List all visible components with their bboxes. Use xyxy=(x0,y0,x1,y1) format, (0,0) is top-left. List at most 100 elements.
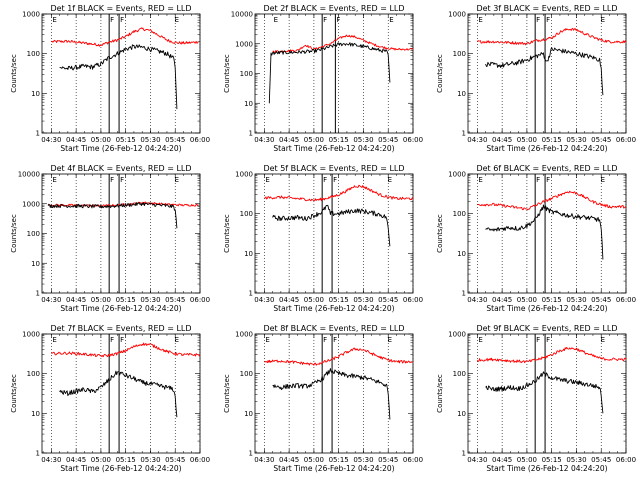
x-tick-label: 05:00 xyxy=(304,456,324,464)
marker-label: F xyxy=(120,176,124,184)
x-tick-label: 05:30 xyxy=(140,456,160,464)
x-tick-label: 04:30 xyxy=(467,456,487,464)
x-tick-label: 05:45 xyxy=(591,136,611,144)
x-tick-label: 05:30 xyxy=(140,296,160,304)
x-tick-label: 04:30 xyxy=(467,296,487,304)
x-tick-label: 05:45 xyxy=(165,136,185,144)
y-tick-label: 100 xyxy=(453,50,466,58)
plot-frame xyxy=(41,333,201,454)
series-black-events xyxy=(47,201,178,229)
x-tick-label: 04:45 xyxy=(279,136,299,144)
x-tick-label: 05:00 xyxy=(517,136,537,144)
marker-label: E xyxy=(601,16,605,24)
series-black-events xyxy=(485,204,604,260)
marker-label: F xyxy=(110,176,114,184)
y-tick-label: 1 xyxy=(462,290,466,298)
marker-label: E xyxy=(478,16,482,24)
marker-label: F xyxy=(536,336,540,344)
y-tick-label: 1 xyxy=(249,130,253,138)
x-tick-label: 06:00 xyxy=(190,136,210,144)
marker-label: E xyxy=(175,16,179,24)
chart-panel-4: Det 4f BLACK = Events, RED = LLD 04:30 04:… xyxy=(10,164,210,313)
marker-label: E xyxy=(52,16,56,24)
x-tick-label: 06:00 xyxy=(190,296,210,304)
x-tick-label: 05:15 xyxy=(329,456,349,464)
y-tick-label: 1 xyxy=(249,450,253,458)
y-tick-label: 100 xyxy=(27,230,40,238)
marker-label: F xyxy=(323,16,327,24)
marker-label: E xyxy=(52,336,56,344)
y-tick-label: 1 xyxy=(36,290,40,298)
marker-label: F xyxy=(536,176,540,184)
plot-frame xyxy=(254,173,414,294)
chart-title: Det 4f BLACK = Events, RED = LLD xyxy=(50,164,191,173)
marker-label: E xyxy=(478,176,482,184)
y-tick-label: 1 xyxy=(462,130,466,138)
marker-label: F xyxy=(333,336,337,344)
series-black-events xyxy=(485,371,604,414)
x-tick-label: 05:00 xyxy=(91,136,111,144)
y-tick-label: 1000 xyxy=(235,171,253,179)
x-tick-label: 05:45 xyxy=(165,296,185,304)
plot-frame xyxy=(41,13,201,134)
series-red-lld xyxy=(51,342,201,358)
marker-label: E xyxy=(478,336,482,344)
x-tick-label: 04:45 xyxy=(66,136,86,144)
x-tick-label: 05:45 xyxy=(591,456,611,464)
marker-label: F xyxy=(336,16,340,24)
y-tick-label: 100 xyxy=(453,210,466,218)
x-tick-label: 05:30 xyxy=(353,456,373,464)
series-red-lld xyxy=(477,346,627,364)
x-tick-label: 05:15 xyxy=(116,296,136,304)
x-tick-label: 04:30 xyxy=(254,136,274,144)
x-tick-label: 05:30 xyxy=(566,296,586,304)
x-tick-label: 05:15 xyxy=(116,136,136,144)
marker-label: F xyxy=(536,16,540,24)
x-axis-label: Start Time (26-Feb-12 04:24:20) xyxy=(486,464,607,473)
x-tick-label: 06:00 xyxy=(616,456,636,464)
x-tick-label: 06:00 xyxy=(616,136,636,144)
x-tick-label: 06:00 xyxy=(403,296,423,304)
marker-label: E xyxy=(265,336,269,344)
y-tick-label: 1000 xyxy=(448,331,466,339)
x-tick-label: 04:30 xyxy=(41,296,61,304)
y-axis-label: Counts/sec xyxy=(10,214,18,253)
marker-label: E xyxy=(389,16,393,24)
x-axis-label: Start Time (26-Feb-12 04:24:20) xyxy=(273,144,394,153)
x-tick-label: 05:15 xyxy=(542,136,562,144)
series-red-lld xyxy=(264,184,414,202)
marker-label: F xyxy=(120,16,124,24)
chart-title: Det 5f BLACK = Events, RED = LLD xyxy=(263,164,404,173)
series-black-events xyxy=(59,370,178,418)
x-tick-label: 04:45 xyxy=(492,456,512,464)
marker-label: E xyxy=(52,176,56,184)
x-tick-label: 05:45 xyxy=(378,296,398,304)
marker-label: E xyxy=(601,176,605,184)
marker-label: E xyxy=(274,16,278,24)
marker-label: F xyxy=(546,16,550,24)
chart-panel-6: Det 6f BLACK = Events, RED = LLD 04:30 04:… xyxy=(436,164,636,313)
x-tick-label: 05:45 xyxy=(378,456,398,464)
marker-label: F xyxy=(333,176,337,184)
chart-panel-5: Det 5f BLACK = Events, RED = LLD 04:30 04:… xyxy=(223,164,423,313)
marker-label: E xyxy=(265,176,269,184)
x-axis-label: Start Time (26-Feb-12 04:24:20) xyxy=(273,464,394,473)
y-tick-label: 10 xyxy=(244,100,253,108)
x-tick-label: 04:30 xyxy=(467,136,487,144)
series-red-lld xyxy=(264,347,414,366)
y-axis-label: Counts/sec xyxy=(10,374,18,413)
plot-frame xyxy=(41,173,201,294)
y-tick-label: 1 xyxy=(462,450,466,458)
x-tick-label: 05:15 xyxy=(542,456,562,464)
y-tick-label: 1 xyxy=(36,130,40,138)
chart-title: Det 3f BLACK = Events, RED = LLD xyxy=(476,4,617,13)
y-axis-label: Counts/sec xyxy=(436,374,444,413)
x-tick-label: 05:30 xyxy=(140,136,160,144)
marker-label: F xyxy=(120,336,124,344)
y-tick-label: 10 xyxy=(457,90,466,98)
chart-title: Det 2f BLACK = Events, RED = LLD xyxy=(263,4,404,13)
series-red-lld xyxy=(272,34,414,53)
chart-title: Det 9f BLACK = Events, RED = LLD xyxy=(476,324,617,333)
x-tick-label: 06:00 xyxy=(616,296,636,304)
x-tick-label: 04:45 xyxy=(66,456,86,464)
